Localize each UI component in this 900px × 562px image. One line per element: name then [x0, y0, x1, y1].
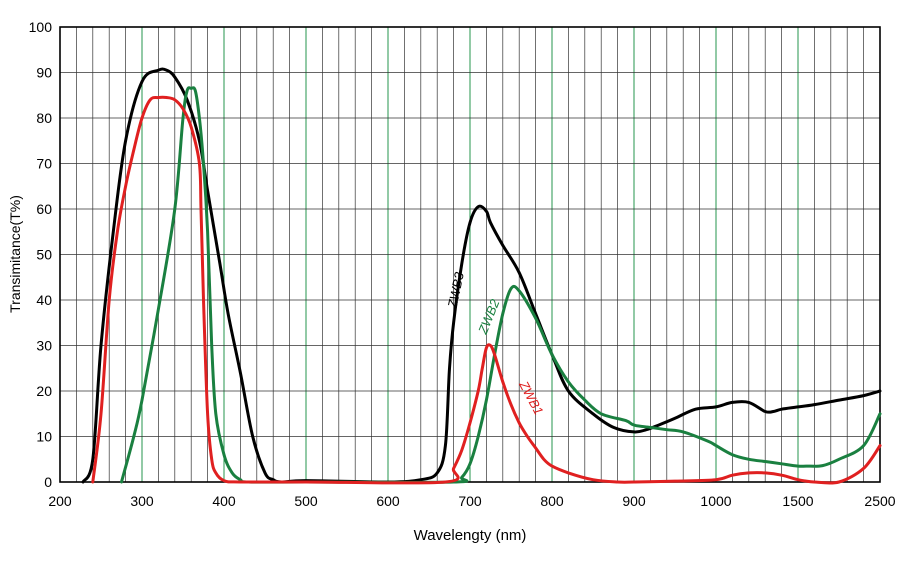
- y-axis-label: Transimitance(T%): [7, 195, 23, 313]
- x-axis-label: Wavelengty (nm): [414, 527, 527, 544]
- series-layer: [81, 67, 882, 485]
- y-tick-label: 50: [36, 247, 52, 263]
- x-tick-label: 400: [212, 493, 236, 509]
- series-line-zwb3: [81, 67, 882, 484]
- y-tick-label: 30: [36, 338, 52, 354]
- x-tick-label: 200: [48, 493, 72, 509]
- x-tick-label: 500: [294, 493, 318, 509]
- y-tick-label: 90: [36, 65, 52, 81]
- grid: [60, 27, 880, 482]
- x-tick-label: 600: [376, 493, 400, 509]
- series-line-zwb2: [120, 86, 882, 484]
- y-tick-label: 0: [44, 474, 52, 490]
- y-tick-label: 60: [36, 201, 52, 217]
- y-tick-label: 70: [36, 156, 52, 172]
- x-tick-label: 1500: [782, 493, 813, 509]
- x-tick-label: 300: [130, 493, 154, 509]
- y-tick-label: 80: [36, 110, 52, 126]
- x-tick-label: 1000: [700, 493, 731, 509]
- series-line-zwb1: [91, 95, 882, 485]
- plot-frame: [59, 26, 881, 483]
- x-tick-label: 700: [458, 493, 482, 509]
- y-tick-label: 20: [36, 383, 52, 399]
- y-tick-label: 10: [36, 429, 52, 445]
- y-tick-label: 40: [36, 292, 52, 308]
- x-tick-label: 900: [622, 493, 646, 509]
- y-tick-label: 100: [29, 19, 53, 35]
- x-tick-label: 800: [540, 493, 564, 509]
- x-axis-ticks: 200 300 400 500 600 700 800 900 1000 1500 2500: [48, 493, 895, 509]
- x-tick-label: 2500: [864, 493, 895, 509]
- y-axis-ticks: 0 10 20 30 40 50 60 70 80 90 100: [29, 19, 53, 490]
